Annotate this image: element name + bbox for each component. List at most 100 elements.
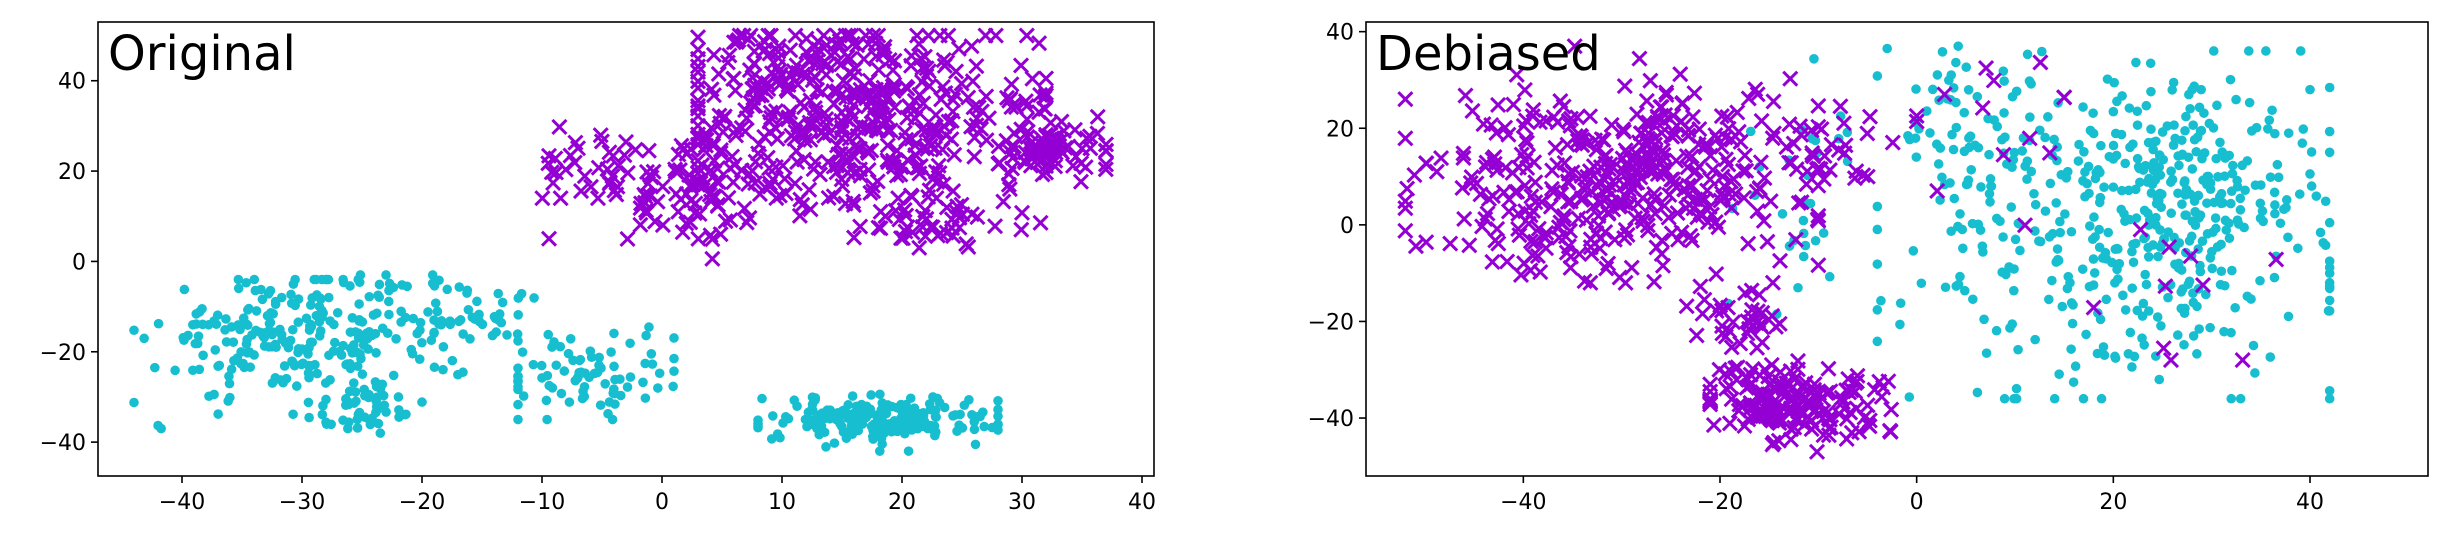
scatter-point-dot — [2305, 84, 2315, 95]
scatter-point-dot — [2166, 208, 2177, 219]
scatter-point-dot — [2324, 306, 2335, 316]
scatter-point-x — [912, 157, 929, 175]
scatter-point-dot — [1960, 285, 1970, 296]
scatter-point-dot — [2207, 263, 2218, 274]
scatter-point-x — [1560, 165, 1577, 182]
scatter-point-x — [918, 122, 935, 139]
scatter-point-dot — [373, 290, 383, 301]
scatter-point-dot — [454, 316, 464, 327]
scatter-point-x — [1815, 170, 1832, 188]
scatter-point-dot — [2047, 228, 2058, 239]
scatter-point-x — [1790, 403, 1807, 420]
scatter-point-dot — [2211, 153, 2222, 164]
scatter-point-x — [794, 196, 811, 213]
scatter-point-x — [1562, 248, 1579, 265]
scatter-point-dot — [241, 277, 252, 288]
scatter-point-x — [1985, 72, 2002, 89]
scatter-point-x — [693, 156, 710, 174]
scatter-point-dot — [2132, 106, 2143, 117]
scatter-point-dot — [993, 425, 1003, 435]
scatter-point-x — [885, 154, 902, 171]
scatter-point-dot — [2078, 176, 2088, 186]
scatter-point-dot — [2320, 196, 2331, 207]
scatter-point-x — [1407, 238, 1424, 255]
scatter-point-x — [2016, 217, 2034, 234]
scatter-point-dot — [293, 347, 303, 358]
scatter-point-x — [1735, 189, 1753, 206]
scatter-point-dot — [2113, 274, 2123, 284]
scatter-point-x — [1527, 194, 1544, 211]
scatter-point-x — [1623, 259, 1640, 276]
scatter-point-dot — [780, 411, 791, 422]
scatter-point-x — [1550, 219, 1567, 236]
scatter-point-dot — [426, 335, 437, 346]
scatter-point-x — [808, 81, 826, 98]
scatter-point-dot — [381, 270, 391, 280]
scatter-point-dot — [767, 411, 778, 421]
scatter-point-dot — [1963, 85, 1974, 95]
scatter-point-dot — [257, 294, 268, 305]
scatter-point-x — [1683, 232, 1701, 249]
scatter-point-x — [1684, 108, 1702, 126]
scatter-point-x — [1640, 125, 1657, 142]
scatter-point-x — [1508, 66, 1525, 83]
scatter-point-dot — [1940, 282, 1951, 293]
scatter-point-x — [1583, 183, 1600, 200]
scatter-point-x — [1529, 247, 1546, 265]
scatter-point-dot — [2128, 257, 2139, 268]
scatter-point-x — [1648, 239, 1665, 256]
scatter-point-dot — [233, 274, 244, 285]
scatter-point-dot — [2066, 226, 2077, 237]
scatter-point-dot — [497, 297, 508, 308]
scatter-point-x — [1686, 85, 1703, 102]
scatter-point-x — [1855, 167, 1872, 184]
scatter-point-x — [1525, 101, 1542, 119]
scatter-point-dot — [2143, 242, 2153, 253]
scatter-point-dot — [2177, 199, 2187, 209]
scatter-point-dot — [2152, 312, 2163, 322]
scatter-point-x — [1538, 224, 1555, 241]
scatter-point-dot — [2174, 160, 2184, 171]
scatter-point-x — [1628, 106, 1646, 123]
scatter-point-x — [698, 131, 715, 148]
scatter-point-dot — [1949, 193, 1960, 204]
scatter-point-dot — [285, 335, 296, 346]
scatter-point-dot — [2195, 210, 2206, 220]
scatter-point-x — [845, 96, 862, 114]
scatter-point-dot — [406, 344, 417, 355]
scatter-point-x — [964, 73, 981, 90]
scatter-point-dot — [2203, 171, 2214, 182]
scatter-point-dot — [2089, 268, 2100, 278]
scatter-point-dot — [644, 322, 654, 332]
scatter-point-dot — [279, 361, 290, 371]
scatter-point-dot — [757, 393, 767, 404]
scatter-point-dot — [2030, 199, 2041, 210]
scatter-point-x — [721, 47, 738, 64]
scatter-point-x — [1793, 194, 1810, 211]
scatter-point-x — [1573, 167, 1590, 185]
scatter-point-dot — [2088, 254, 2099, 264]
scatter-point-dot — [438, 364, 448, 375]
scatter-point-dot — [1985, 174, 1996, 184]
scatter-point-dot — [2022, 156, 2033, 166]
scatter-point-dot — [363, 392, 374, 403]
scatter-point-dot — [2281, 195, 2292, 205]
scatter-point-dot — [2035, 236, 2046, 247]
scatter-point-dot — [373, 418, 384, 429]
scatter-point-dot — [1998, 232, 2008, 242]
scatter-point-x — [864, 177, 881, 194]
scatter-point-dot — [255, 327, 265, 338]
scatter-point-x — [873, 104, 890, 121]
scatter-point-x — [886, 76, 903, 93]
scatter-point-x — [908, 27, 926, 44]
scatter-point-dot — [438, 342, 449, 352]
scatter-point-x — [540, 147, 558, 164]
scatter-point-x — [911, 239, 928, 256]
scatter-point-x — [1617, 142, 1634, 159]
scatter-point-dot — [432, 306, 443, 317]
scatter-point-dot — [979, 421, 990, 432]
scatter-point-dot — [1745, 126, 1756, 137]
scatter-point-x — [1753, 112, 1770, 129]
scatter-point-x — [1527, 233, 1544, 250]
scatter-point-x — [1665, 107, 1682, 124]
